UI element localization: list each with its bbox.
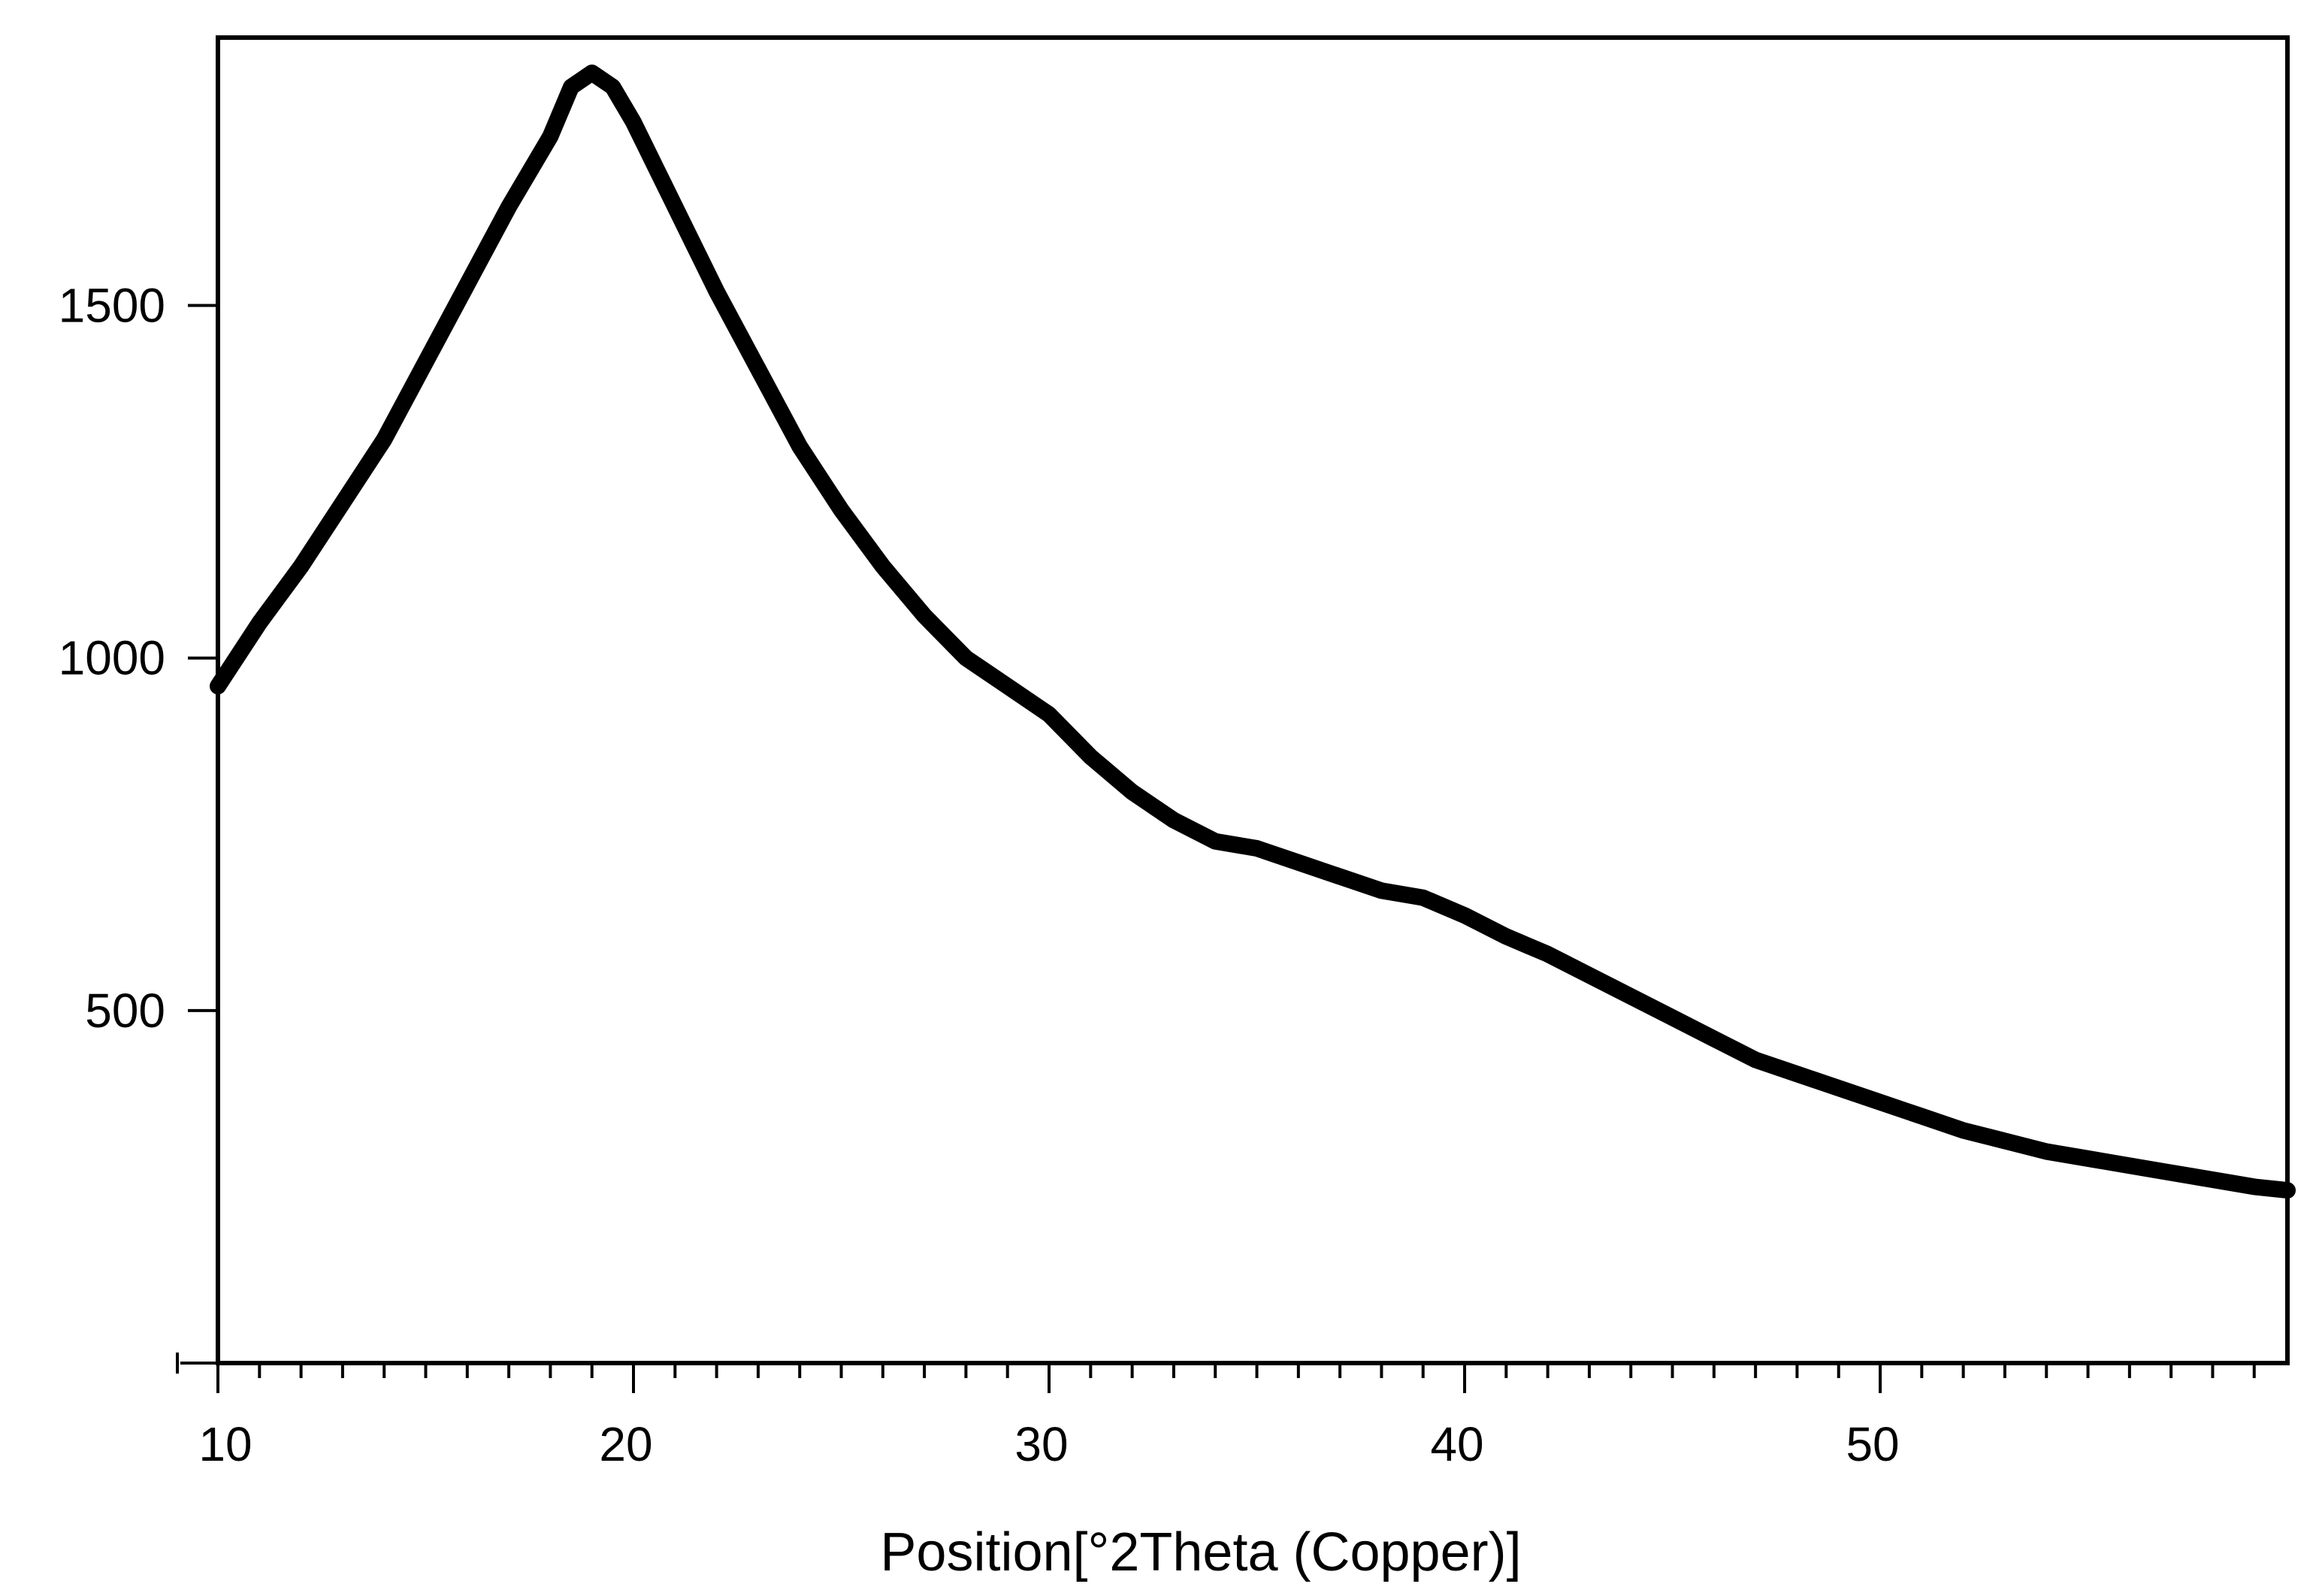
data-point xyxy=(670,202,680,212)
data-point xyxy=(2042,1147,2051,1156)
data-point xyxy=(1086,752,1096,762)
chart-labels: 10 20 30 40 50 500 1000 1500 xyxy=(59,279,1900,1471)
x-axis-title: Position[°2Theta (Copper)] xyxy=(880,1522,1521,1582)
data-point xyxy=(504,202,514,212)
data-point xyxy=(1501,932,1511,942)
data-point xyxy=(1834,1084,1843,1093)
data-point xyxy=(1584,970,1594,980)
data-point xyxy=(795,442,805,452)
data-point xyxy=(2124,1161,2134,1171)
x-tick-label: 20 xyxy=(599,1417,652,1471)
data-point xyxy=(1709,1034,1719,1044)
data-point xyxy=(1252,844,1262,854)
data-point xyxy=(1418,893,1428,902)
data-point xyxy=(1460,911,1470,920)
plot-frame xyxy=(176,35,2290,1393)
data-point xyxy=(1045,709,1054,719)
x-tick-label: 50 xyxy=(1846,1417,1899,1471)
data-point xyxy=(1127,787,1137,796)
x-tick-label: 10 xyxy=(198,1417,252,1471)
data-point xyxy=(1751,1055,1761,1065)
data-point xyxy=(1293,857,1303,867)
data-point xyxy=(1667,1013,1677,1023)
diffraction-series-line xyxy=(210,64,2296,1199)
data-point xyxy=(961,653,971,663)
data-point xyxy=(255,618,265,627)
data-point xyxy=(1917,1111,1927,1121)
data-point xyxy=(920,611,930,621)
x-tick-label: 40 xyxy=(1430,1417,1483,1471)
data-point xyxy=(379,434,389,444)
data-point xyxy=(1169,815,1178,825)
data-point xyxy=(1958,1126,1968,1135)
data-point xyxy=(462,280,472,289)
data-point xyxy=(2208,1175,2218,1185)
y-tick-label: 1500 xyxy=(59,279,165,333)
x-tick-label: 30 xyxy=(1014,1417,1068,1471)
data-point xyxy=(421,357,431,367)
data-point xyxy=(1543,949,1553,959)
data-point xyxy=(753,364,763,373)
data-point xyxy=(629,117,639,127)
data-point xyxy=(1792,1069,1802,1079)
data-point xyxy=(296,561,306,571)
data-point xyxy=(546,131,555,141)
data-point xyxy=(1211,836,1220,846)
data-point xyxy=(2166,1168,2176,1177)
data-point xyxy=(2249,1182,2259,1192)
data-point xyxy=(878,561,887,571)
chart-marks xyxy=(210,64,2296,1199)
data-point xyxy=(608,82,618,92)
data-point xyxy=(2083,1153,2093,1163)
data-point xyxy=(1335,872,1345,881)
y-tick-label: 500 xyxy=(85,984,165,1038)
data-point xyxy=(1876,1097,1885,1107)
data-point xyxy=(567,82,576,92)
data-point xyxy=(836,505,846,515)
data-point xyxy=(1377,886,1386,896)
plot-border xyxy=(216,35,2290,1365)
data-point xyxy=(337,498,347,508)
data-point xyxy=(587,68,597,77)
y-tick-label: 1000 xyxy=(59,631,165,685)
data-point xyxy=(2283,1186,2292,1195)
data-point xyxy=(2000,1136,2009,1146)
data-point xyxy=(1002,682,1012,691)
data-point xyxy=(213,682,222,691)
data-point xyxy=(712,286,721,296)
data-point xyxy=(1626,992,1636,1002)
